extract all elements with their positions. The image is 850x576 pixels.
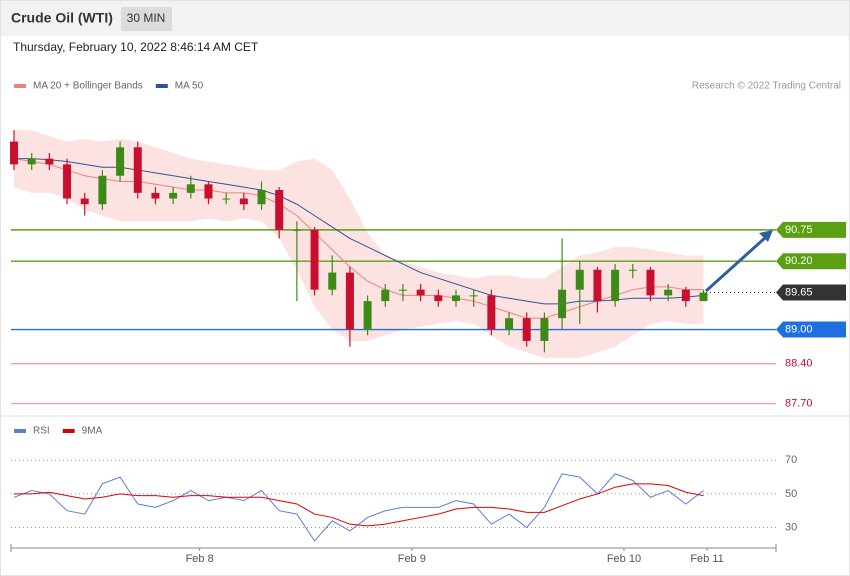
candle-body [275,190,284,230]
candle-body [681,289,690,302]
forecast-arrow-head [759,230,773,242]
x-tick-label: Feb 10 [607,553,641,565]
candle-body [664,289,673,296]
bollinger-band [14,130,704,359]
candle-body [363,301,372,330]
candle-body [10,141,19,165]
y-tick-label: 70 [785,454,797,466]
legend-label: 9MA [82,426,103,437]
candle-body [239,198,248,205]
legend-label: MA 50 [175,81,204,92]
candle-body [575,269,584,290]
candle-body [611,269,620,302]
candle-body [133,147,142,193]
candle-body [257,190,266,205]
candle-body [222,198,231,200]
candle-body [540,318,549,341]
candle-body [416,289,425,296]
candle-body [434,295,443,302]
level-tag [776,221,846,238]
candle-body [398,289,407,291]
legend-swatch [62,429,75,433]
candle-body [558,289,567,319]
legend-label: MA 20 + Bollinger Bands [33,81,143,92]
candle-body [45,158,54,165]
level-label: 88.40 [785,358,813,370]
datetime: Thursday, February 10, 2022 8:46:14 AM C… [13,40,259,54]
candle-body [699,292,708,302]
x-tick-label: Feb 11 [690,553,723,565]
candle-body [469,295,478,297]
level-label: 90.20 [785,255,813,267]
rsi-line [14,483,704,527]
candle-body [151,192,160,199]
candle-body [328,272,337,290]
moving-average [13,158,704,319]
moving-average [14,158,704,305]
candle-body [116,147,125,176]
interval[interactable]: 30 MIN [127,11,166,25]
legend-swatch [155,84,168,88]
legend-label: RSI [33,426,50,437]
x-tick-label: Feb 8 [186,553,214,565]
level-tag [776,284,846,301]
candle-body [204,184,213,199]
candle-body [169,192,178,199]
level-label: 89.00 [785,323,813,335]
candle-body [451,295,460,302]
legend-swatch [14,429,26,433]
candle-body [292,229,301,231]
candle-body [522,318,531,341]
candle-body [80,198,89,205]
candle-body [186,184,195,193]
level-label: 89.65 [785,286,813,298]
candle-body [310,229,319,290]
chart-title: Crude Oil (WTI) [11,10,113,26]
y-tick-label: 50 [785,488,797,500]
interval-box[interactable] [121,7,172,31]
level-label: 90.75 [785,224,813,236]
y-tick-label: 30 [785,521,797,533]
candle-body [98,175,107,205]
candle-body [345,272,354,330]
candle-body [505,318,514,330]
candle-body [27,158,36,165]
candle-body [381,289,390,302]
forecast-arrow [704,235,768,293]
level-tag [776,321,846,338]
level-tag [776,253,846,270]
candle-body [646,269,655,296]
x-tick-label: Feb 9 [398,553,426,565]
candle-body [593,269,602,302]
credit: Research © 2022 Trading Central [692,81,841,92]
candle-body [628,269,637,271]
legend-swatch [14,84,26,88]
level-label: 87.70 [785,398,813,410]
candle-body [63,164,72,199]
candle-body [487,295,496,330]
rsi-line [13,473,704,542]
